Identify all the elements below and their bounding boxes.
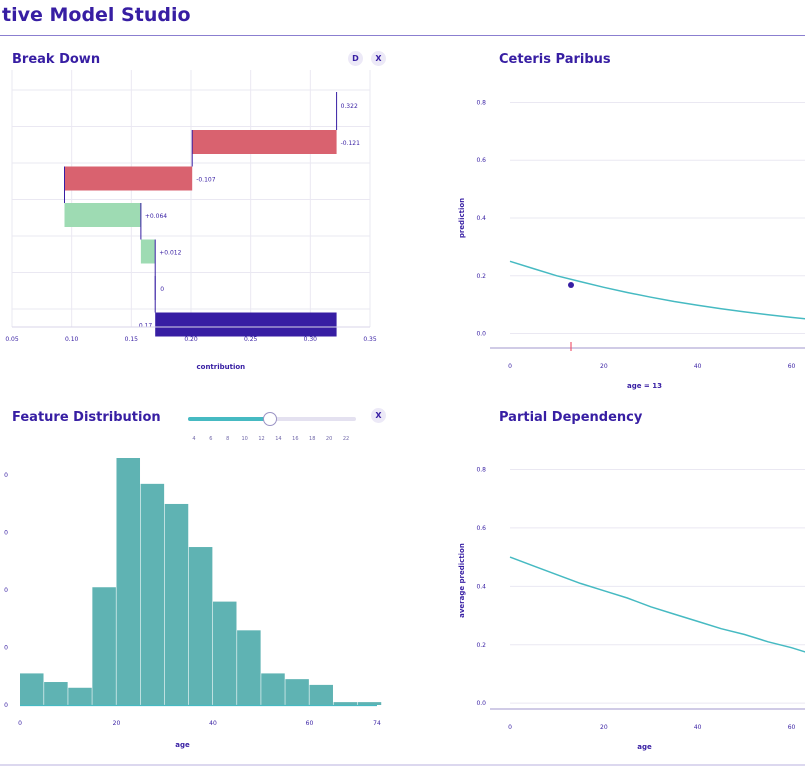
x-axis-title: age	[637, 743, 652, 751]
histogram-bar	[357, 702, 382, 705]
x-tick-label: 60	[306, 720, 314, 727]
y-tick-label: 0.2	[476, 273, 486, 280]
y-tick-label: 0	[4, 472, 8, 479]
x-tick-label: 0.15	[125, 336, 139, 343]
feature-distribution-title: Feature Distribution	[12, 410, 161, 425]
slider-tick-label: 20	[325, 436, 333, 442]
y-tick-label: 0.4	[476, 215, 486, 222]
bar-label: +0.064	[145, 213, 167, 220]
x-tick-label: 0.35	[363, 336, 377, 343]
feature-distribution-close-button[interactable]: X	[371, 408, 386, 423]
x-tick-label: 0.10	[65, 336, 79, 343]
break-down-d-button[interactable]: D	[348, 51, 363, 66]
x-tick-label: 60	[788, 363, 796, 370]
y-tick-label: 0.2	[476, 642, 486, 649]
x-tick-label: 74	[373, 720, 381, 727]
bar	[192, 130, 337, 154]
app-title: tive Model Studio	[2, 4, 191, 26]
histogram-bar	[261, 673, 285, 705]
slider-tick-label: 10	[241, 436, 248, 442]
slider-tick-label: 4	[192, 436, 196, 442]
slider-tick-label: 18	[309, 436, 316, 442]
histogram-bar	[285, 679, 309, 705]
x-tick-label: 0.05	[5, 336, 19, 343]
ceteris-paribus-title: Ceteris Paribus	[499, 52, 611, 67]
y-tick-label: 0.0	[476, 331, 486, 338]
bottom-divider	[0, 764, 805, 766]
break-down-close-button[interactable]: X	[371, 51, 386, 66]
slider-tick-label: 22	[342, 436, 350, 442]
x-tick-label: 20	[600, 724, 608, 731]
bar	[64, 203, 141, 227]
break-down-title: Break Down	[12, 52, 101, 67]
bar-label: -0.107	[196, 177, 216, 184]
bar-label: 0	[160, 286, 164, 293]
bar-label: 0.17	[139, 323, 153, 330]
bar-label: +0.012	[159, 250, 181, 257]
y-axis-title: prediction	[458, 198, 466, 238]
bar-label: -0.121	[341, 140, 361, 147]
observation-point	[568, 282, 574, 289]
slider-tick-label: 16	[292, 436, 299, 442]
y-tick-label: 0	[4, 702, 8, 709]
x-tick-label: 40	[694, 724, 702, 731]
x-axis-title: contribution	[196, 363, 245, 371]
y-tick-label: 0	[4, 587, 8, 594]
x-axis-title: age	[175, 741, 190, 749]
histogram-bar	[309, 684, 333, 705]
slider-tick-label: 8	[226, 436, 230, 442]
x-tick-label: 0	[18, 720, 22, 727]
partial-dependency-chart: 0.0 0.2 0.4 0.6 0.8 0 20 40 60 age average predict…	[458, 467, 805, 751]
bar	[64, 166, 193, 191]
histogram-bar	[188, 547, 213, 705]
histogram-bar	[140, 483, 165, 705]
histogram-bar	[44, 682, 68, 705]
x-tick-label: 0	[508, 724, 512, 731]
histogram-bar	[164, 503, 189, 705]
histogram-bar	[92, 587, 116, 705]
y-tick-label: 0.0	[476, 700, 486, 707]
bar	[140, 239, 156, 264]
x-tick-label: 0.30	[304, 336, 318, 343]
y-tick-label: 0	[4, 530, 8, 537]
histogram-bar	[333, 702, 358, 705]
x-axis-title: age = 13	[627, 382, 662, 390]
y-tick-label: 0	[4, 645, 8, 652]
ceteris-paribus-chart: 0.0 0.2 0.4 0.6 0.8 0 20 40 60 age = 13 prediction	[458, 99, 805, 390]
x-tick-label: 0.25	[244, 336, 258, 343]
y-tick-label: 0.4	[476, 583, 486, 590]
x-tick-label: 40	[209, 720, 217, 727]
y-tick-label: 0.6	[476, 525, 486, 532]
histogram-bar	[20, 673, 44, 705]
histogram-bar	[116, 458, 141, 705]
x-tick-label: 0	[508, 363, 512, 370]
slider-tick-labels: 4 6 8 10 12 14 16 18 20 22	[186, 436, 358, 446]
histogram-bar	[68, 687, 92, 705]
bar	[155, 312, 337, 337]
x-tick-label: 40	[694, 363, 702, 370]
y-tick-label: 0.6	[476, 157, 486, 164]
series-line	[509, 556, 805, 653]
intercept-label: 0.322	[341, 103, 358, 110]
y-axis-title: average prediction	[458, 543, 466, 618]
x-tick-label: 20	[113, 720, 121, 727]
slider-fill	[188, 417, 270, 421]
x-tick-label: 20	[600, 363, 608, 370]
histogram-bar	[237, 630, 261, 705]
y-tick-label: 0.8	[476, 467, 486, 474]
y-tick-label: 0.8	[476, 99, 486, 106]
slider-tick-label: 6	[209, 436, 213, 442]
x-tick-label: 60	[788, 724, 796, 731]
partial-dependency-title: Partial Dependency	[499, 410, 643, 425]
title-divider	[0, 35, 805, 36]
slider-tick-label: 14	[275, 436, 282, 442]
feature-distribution-chart: 0 0 0 0 0 0 20 40 60 74 age	[4, 458, 382, 749]
histogram-bar	[212, 601, 237, 705]
x-tick-label: 0.20	[184, 336, 198, 343]
series-line	[509, 260, 805, 320]
slider-handle[interactable]	[263, 412, 277, 426]
slider-tick-label: 12	[258, 436, 265, 442]
age-slider[interactable]: 4 6 8 10 12 14 16 18 20 22	[186, 406, 358, 450]
break-down-chart: 0.05 0.10 0.15 0.20 0.25 0.30 0.35 0.322 -0.121 -…	[5, 70, 377, 371]
